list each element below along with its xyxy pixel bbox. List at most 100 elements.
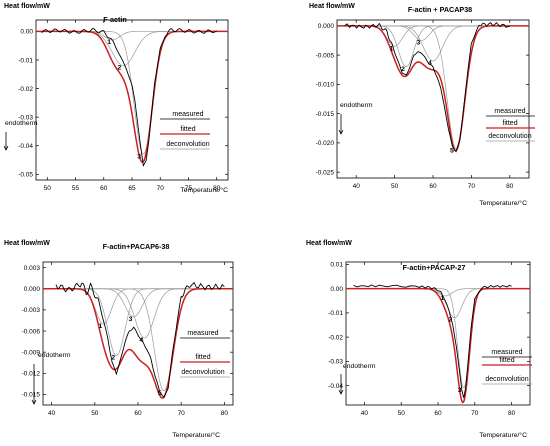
peak-label: 3 <box>458 387 462 394</box>
y-tick-label: 0.01 <box>330 262 343 269</box>
peak-label: 4 <box>139 337 143 344</box>
legend: measured fitted deconvolution <box>486 108 535 142</box>
x-tick-label: 55 <box>72 185 80 192</box>
chart-title: F-actin <box>103 15 127 24</box>
legend-fitted: fitted <box>180 126 195 133</box>
peak-label: 1 <box>107 39 111 46</box>
fitted-curve <box>36 30 228 163</box>
legend-measured: measured <box>187 330 218 337</box>
legend-measured: measured <box>494 108 525 115</box>
x-tick-label: 40 <box>48 410 56 417</box>
y-tick-label: -0.009 <box>22 349 41 356</box>
chart-panel-2: 40 50 60 70 80 0.000 -0.005 -0.010 -0.015 -0.020 -… <box>309 3 535 207</box>
endotherm-arrow-head <box>3 145 9 151</box>
y-tick-label: -0.010 <box>316 82 335 89</box>
y-tick-label: -0.03 <box>328 359 343 366</box>
fitted-curve <box>43 288 233 399</box>
x-axis-title: Temperature/°C <box>172 431 220 439</box>
peak-label: 2 <box>449 317 453 324</box>
endotherm-arrow-head <box>338 389 344 395</box>
legend: measured fitted deconvolution <box>180 330 230 378</box>
measured-curve <box>353 284 512 398</box>
y-tick-label: -0.04 <box>328 383 343 390</box>
x-tick-label: 40 <box>353 183 361 190</box>
chart-title: F-actin+PACAP-27 <box>403 263 466 272</box>
fitted-curve <box>346 287 530 404</box>
endotherm-label: endotherm <box>343 363 376 370</box>
peak-label: 5 <box>450 148 454 155</box>
y-tick-label: 0.00 <box>20 29 33 36</box>
peak-label: 3 <box>137 153 141 160</box>
endotherm-arrow-head <box>31 399 37 405</box>
y-tick-label: -0.015 <box>316 111 335 118</box>
chart-panel-3: 40 50 60 70 80 0.003 0.000 -0.003 -0.006 -0.009 -0… <box>4 240 234 439</box>
peak-label: 1 <box>390 45 394 52</box>
y-tick-label: -0.04 <box>18 143 33 150</box>
plot-frame <box>35 19 229 181</box>
y-tick-label: -0.015 <box>22 392 41 399</box>
deconvolution-peak-4 <box>337 25 529 62</box>
x-tick-label: 70 <box>471 410 479 417</box>
peak-label: 3 <box>129 316 133 323</box>
endotherm-arrow-head <box>338 129 344 135</box>
deconvolution-peak-3 <box>346 288 530 389</box>
deconvolution-peak-2 <box>43 288 233 357</box>
deconvolution-peak-3 <box>43 288 233 318</box>
x-tick-label: 70 <box>157 185 165 192</box>
y-tick-label: 0.00 <box>330 286 343 293</box>
y-tick-label: -0.05 <box>18 172 33 179</box>
plot-area <box>43 281 233 399</box>
peak-label: 1 <box>440 295 444 302</box>
y-axis-title: Heat flow/mW <box>306 240 352 247</box>
x-tick-label: 50 <box>391 183 399 190</box>
legend-deconvolution: deconvolution <box>485 376 528 383</box>
x-tick-label: 80 <box>221 410 229 417</box>
chart-title: F-actin + PACAP38 <box>408 5 472 14</box>
endotherm-label: endotherm <box>340 102 373 109</box>
chart-panel-4: 40 50 60 70 80 0.01 0.00 -0.01 -0.02 -0.03 -0.04 He… <box>306 240 532 439</box>
x-tick-label: 75 <box>185 185 193 192</box>
y-tick-label: -0.005 <box>316 52 335 59</box>
y-tick-label: -0.025 <box>316 169 335 176</box>
legend-deconvolution: deconvolution <box>488 133 531 140</box>
measured-curve <box>344 22 510 153</box>
y-tick-label: -0.006 <box>22 328 41 335</box>
fitted-curve <box>337 25 529 152</box>
y-axis-title: Heat flow/mW <box>4 3 50 10</box>
deconvolution-peak-1 <box>43 288 233 325</box>
measured-curve <box>41 28 217 167</box>
deconvolution-peak-2 <box>346 288 530 319</box>
y-tick-label: -0.003 <box>22 307 41 314</box>
y-tick-label: -0.012 <box>22 371 41 378</box>
plot-area <box>346 284 530 404</box>
peak-label: 2 <box>111 355 115 362</box>
chart-panel-1: 50 55 60 65 70 75 80 0.00 -0.01 -0.02 -0.03 -0.04 -0… <box>3 3 229 194</box>
x-tick-label: 70 <box>178 410 186 417</box>
x-tick-label: 80 <box>506 183 514 190</box>
y-tick-label: -0.01 <box>328 310 343 317</box>
legend: measured fitted deconvolution <box>160 111 210 150</box>
legend-measured: measured <box>491 349 522 356</box>
y-axis-title: Heat flow/mW <box>309 3 355 10</box>
deconvolution-peak-1 <box>337 25 529 47</box>
x-tick-label: 50 <box>398 410 406 417</box>
legend-deconvolution: deconvolution <box>166 141 209 148</box>
y-tick-label: -0.02 <box>328 334 343 341</box>
y-tick-label: -0.020 <box>316 140 335 147</box>
x-tick-label: 65 <box>128 185 136 192</box>
plot-area <box>36 28 228 167</box>
peak-label: 2 <box>118 65 122 72</box>
peak-label: 2 <box>401 66 405 73</box>
y-axis-title: Heat flow/mW <box>4 240 50 247</box>
legend-fitted: fitted <box>195 354 210 361</box>
peak-label: 1 <box>98 323 102 330</box>
endotherm-label: endotherm <box>38 352 71 359</box>
x-axis-title: Temperature/°C <box>180 186 228 194</box>
peak-label: 4 <box>428 60 432 67</box>
legend-deconvolution: deconvolution <box>181 369 224 376</box>
x-axis-title: Temperature/°C <box>479 199 527 207</box>
x-tick-label: 50 <box>91 410 99 417</box>
x-tick-label: 60 <box>429 183 437 190</box>
deconvolution-peak-2 <box>337 25 529 68</box>
deconvolution-peak-5 <box>337 25 529 150</box>
